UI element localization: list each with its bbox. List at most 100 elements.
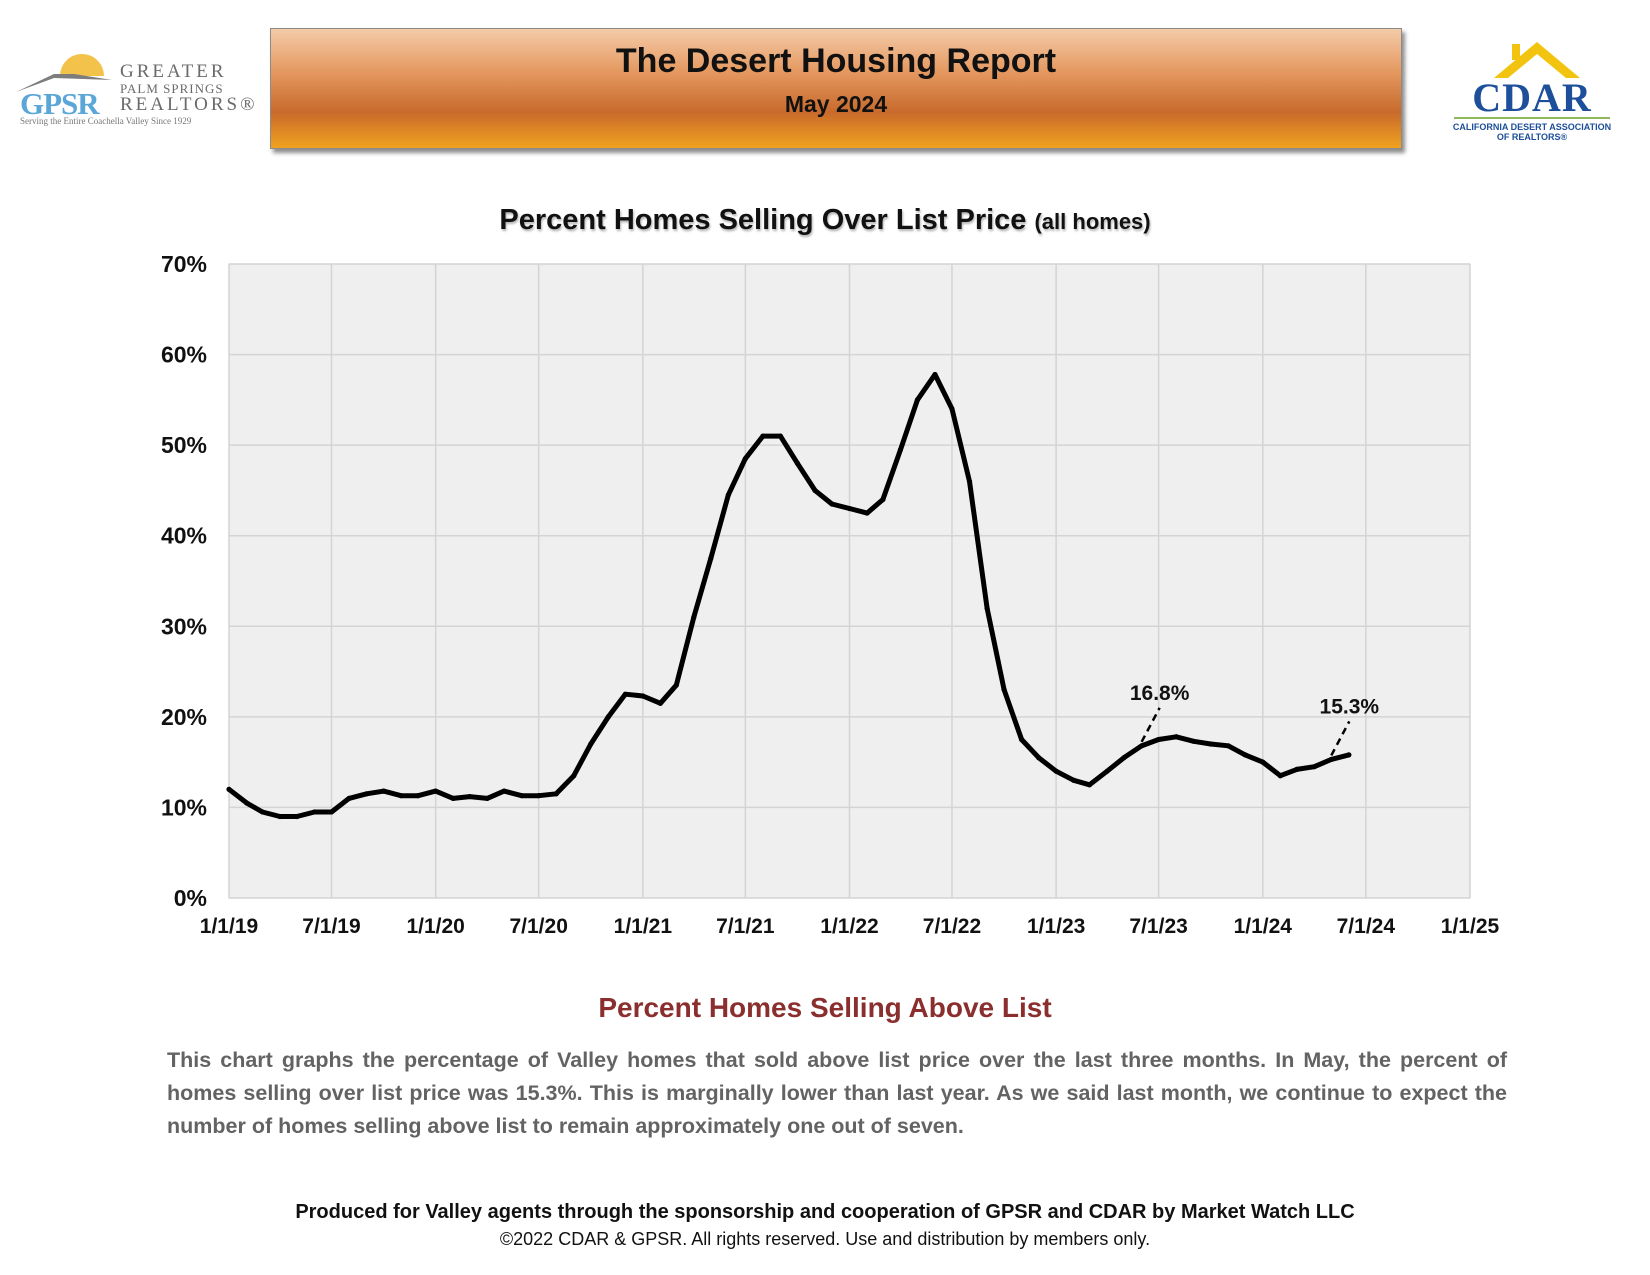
data-point	[829, 501, 835, 507]
data-point	[1346, 752, 1352, 758]
data-point	[794, 460, 801, 466]
data-point	[1121, 755, 1127, 761]
data-point	[226, 786, 232, 792]
y-tick-label: 70%	[161, 251, 207, 277]
data-point	[328, 809, 335, 815]
section-body: This chart graphs the percentage of Vall…	[167, 1048, 1507, 1138]
data-point	[311, 809, 318, 815]
banner-title: The Desert Housing Report	[615, 42, 1057, 80]
data-point	[380, 788, 387, 794]
gpsr-name-line3: REALTORS®	[120, 94, 258, 115]
cdar-subtitle-line2: OF REALTORS®	[1496, 132, 1568, 143]
data-point	[1035, 755, 1042, 761]
data-point	[1311, 764, 1317, 770]
footer-credit: Produced for Valley agents through the s…	[295, 1201, 1355, 1223]
data-point	[846, 505, 853, 512]
chart-title-sub: (all homes)	[1034, 209, 1151, 234]
data-point	[1139, 743, 1145, 749]
data-point	[1294, 766, 1300, 772]
data-point	[1104, 768, 1110, 774]
data-point	[966, 478, 973, 484]
chart-title: Percent Homes Selling Over List Price (a…	[0, 204, 1650, 237]
x-tick-label: 1/1/24	[1234, 915, 1293, 938]
data-point	[1173, 734, 1179, 740]
data-point	[1053, 768, 1059, 774]
data-point	[1277, 773, 1283, 779]
data-point	[657, 700, 664, 706]
cdar-subtitle-line1: CALIFORNIA DESERT ASSOCIATION	[1452, 122, 1612, 132]
x-tick-label: 1/1/23	[1027, 915, 1085, 938]
annotation-leader	[1330, 720, 1351, 757]
x-tick-label: 7/1/19	[302, 915, 360, 938]
data-point	[1191, 738, 1197, 744]
annotation-label: 15.3%	[1320, 695, 1380, 718]
y-tick-label: 50%	[161, 432, 207, 458]
section-heading: Percent Homes Selling Above List	[598, 992, 1052, 1023]
x-tick-label: 1/1/21	[614, 915, 673, 938]
data-point	[725, 492, 731, 498]
y-tick-label: 20%	[161, 704, 207, 730]
chart-title-main: Percent Homes Selling Over List Price	[499, 204, 1027, 236]
data-point	[640, 693, 646, 699]
gpsr-name-line2: PALM SPRINGS	[120, 81, 224, 96]
line-chart: 0% 10% 20% 30% 40% 50% 60% 70% 1/1/19 7/1/19 1/1/2…	[161, 251, 1500, 938]
gpsr-tagline: Serving the Entire Coachella Valley Sinc…	[20, 116, 192, 126]
y-tick-label: 10%	[161, 794, 207, 820]
data-point	[398, 793, 404, 799]
y-tick-label: 0%	[174, 885, 207, 911]
annotation-label: 16.8%	[1130, 682, 1190, 705]
cdar-wordmark: CDAR	[1472, 75, 1592, 120]
data-point	[1328, 756, 1334, 763]
data-point	[536, 793, 542, 799]
gpsr-name: GREATER PALM SPRINGS REALTORS®	[120, 62, 258, 114]
data-point	[1019, 736, 1025, 743]
data-point	[1156, 736, 1162, 743]
data-point	[433, 788, 439, 794]
data-point	[760, 433, 766, 439]
cdar-subtitle: CALIFORNIA DESERT ASSOCIATION OF REALTOR…	[1432, 122, 1632, 143]
data-point	[880, 496, 886, 503]
axes: 0% 10% 20% 30% 40% 50% 60% 70% 1/1/19 7/1/19 1/1/2…	[161, 251, 1500, 938]
data-point	[519, 793, 525, 799]
data-point	[1208, 741, 1214, 747]
data-point	[588, 741, 594, 747]
data-point	[501, 788, 507, 794]
gpsr-letters: GPSR	[20, 86, 100, 121]
data-point	[346, 795, 352, 801]
data-point	[777, 433, 784, 439]
gpsr-logo: GPSR GREATER PALM SPRINGS REALTORS® Serv…	[10, 50, 255, 140]
data-point	[897, 447, 904, 453]
report-banner: The Desert Housing Report May 2024	[270, 28, 1402, 149]
y-tick-label: 60%	[161, 342, 207, 368]
cdar-logo: CDAR CALIFORNIA DESERT ASSOCIATION OF RE…	[1432, 40, 1632, 150]
x-tick-label: 7/1/20	[509, 915, 567, 938]
data-point	[1001, 687, 1007, 693]
data-point	[984, 605, 990, 611]
x-tick-label: 1/1/25	[1441, 915, 1500, 938]
x-tick-label: 1/1/19	[200, 915, 258, 938]
data-point	[294, 813, 300, 820]
gpsr-name-line1: GREATER	[120, 61, 227, 82]
footer-copyright: ©2022 CDAR & GPSR. All rights reserved. …	[499, 1229, 1151, 1249]
data-point	[259, 809, 266, 815]
data-point	[484, 795, 490, 801]
sun-icon	[60, 54, 104, 76]
x-tick-label: 7/1/22	[923, 915, 981, 938]
series-line	[226, 372, 1352, 819]
data-point	[949, 406, 955, 412]
data-point	[708, 555, 714, 561]
x-tick-label: 7/1/21	[716, 915, 775, 938]
data-point	[932, 371, 938, 378]
data-point	[277, 813, 283, 820]
data-point	[553, 791, 559, 797]
x-tick-label: 1/1/22	[820, 915, 878, 938]
data-point	[691, 614, 697, 620]
cdar-divider	[1454, 117, 1610, 119]
data-point	[243, 800, 250, 806]
data-point	[1242, 752, 1248, 758]
data-point	[571, 773, 577, 779]
data-point	[1071, 777, 1077, 783]
data-point	[363, 791, 370, 797]
data-point	[673, 682, 679, 688]
annotations: 16.8% 15.3%	[1130, 682, 1380, 757]
